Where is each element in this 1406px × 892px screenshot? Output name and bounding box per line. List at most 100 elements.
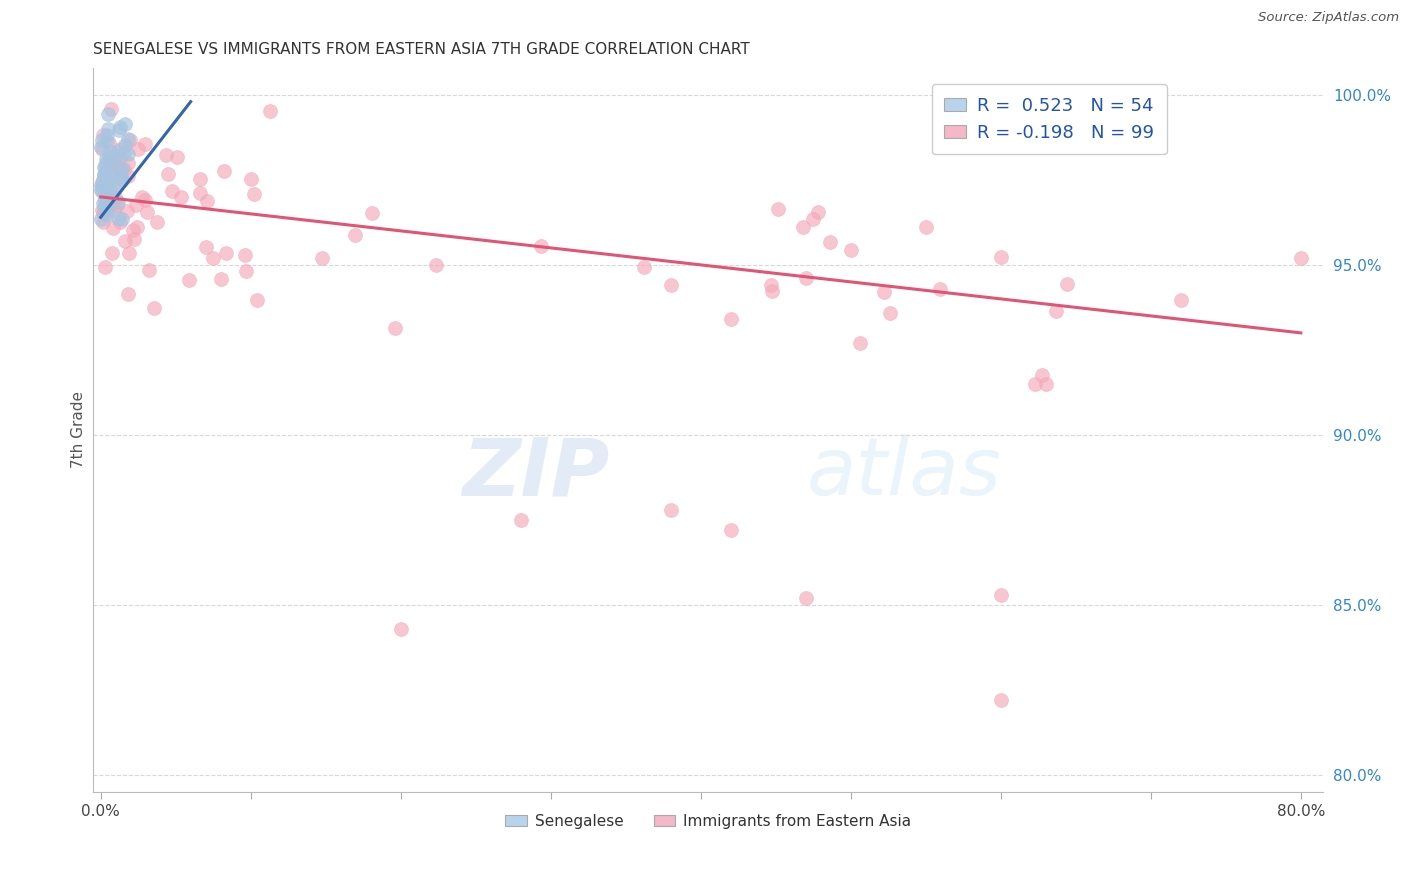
Point xyxy=(839,243,862,257)
Point xyxy=(90,178,112,192)
Point xyxy=(111,173,134,187)
Point xyxy=(96,128,118,143)
Point xyxy=(240,172,263,186)
Point xyxy=(389,622,412,636)
Point xyxy=(1035,376,1057,391)
Point xyxy=(117,169,139,183)
Point xyxy=(990,588,1012,602)
Point xyxy=(112,146,135,161)
Point xyxy=(96,134,118,148)
Point xyxy=(849,335,872,350)
Point xyxy=(188,172,211,186)
Point xyxy=(103,181,125,195)
Point xyxy=(97,200,120,214)
Point xyxy=(801,212,824,227)
Point xyxy=(100,103,122,117)
Point xyxy=(103,202,125,217)
Point xyxy=(107,144,129,158)
Point xyxy=(361,206,384,220)
Point xyxy=(246,293,269,308)
Point xyxy=(103,181,125,195)
Point xyxy=(134,136,156,151)
Point xyxy=(384,320,406,334)
Point xyxy=(93,128,115,142)
Point xyxy=(124,198,146,212)
Point xyxy=(93,172,115,186)
Point xyxy=(98,136,121,150)
Point xyxy=(117,132,139,146)
Point xyxy=(98,173,121,187)
Point xyxy=(344,228,367,243)
Point xyxy=(209,272,232,286)
Point xyxy=(112,162,135,177)
Point xyxy=(759,277,782,292)
Point xyxy=(135,205,157,219)
Point xyxy=(96,193,118,207)
Point xyxy=(122,232,145,246)
Point xyxy=(179,273,201,287)
Point xyxy=(134,193,156,207)
Point xyxy=(98,169,121,184)
Point xyxy=(114,117,136,131)
Point xyxy=(93,161,115,175)
Point xyxy=(91,214,114,228)
Point xyxy=(103,154,125,169)
Point xyxy=(311,251,333,265)
Point xyxy=(94,194,117,209)
Point xyxy=(111,161,134,175)
Text: Source: ZipAtlas.com: Source: ZipAtlas.com xyxy=(1258,11,1399,24)
Point xyxy=(91,173,114,187)
Point xyxy=(990,251,1012,265)
Point xyxy=(166,150,188,164)
Point xyxy=(509,513,531,527)
Point xyxy=(530,239,553,253)
Point xyxy=(93,167,115,181)
Point xyxy=(94,156,117,170)
Point xyxy=(91,203,114,218)
Text: atlas: atlas xyxy=(807,434,1001,512)
Point xyxy=(98,144,121,158)
Point xyxy=(131,189,153,203)
Point xyxy=(97,122,120,136)
Point xyxy=(100,198,122,212)
Point xyxy=(928,282,950,296)
Point xyxy=(162,184,184,198)
Point xyxy=(990,693,1012,707)
Point xyxy=(117,287,139,301)
Point xyxy=(720,312,742,326)
Point xyxy=(110,120,132,135)
Point xyxy=(170,190,193,204)
Point xyxy=(91,142,114,156)
Point xyxy=(1289,252,1312,266)
Point xyxy=(96,178,118,192)
Point xyxy=(108,215,131,229)
Point xyxy=(90,183,112,197)
Point xyxy=(105,159,128,173)
Point xyxy=(94,161,117,175)
Point xyxy=(94,152,117,166)
Point xyxy=(1170,293,1192,307)
Point xyxy=(807,205,830,219)
Point xyxy=(101,169,124,183)
Point xyxy=(104,149,127,163)
Point xyxy=(108,123,131,137)
Point xyxy=(214,163,236,178)
Point xyxy=(215,245,238,260)
Text: SENEGALESE VS IMMIGRANTS FROM EASTERN ASIA 7TH GRADE CORRELATION CHART: SENEGALESE VS IMMIGRANTS FROM EASTERN AS… xyxy=(93,42,749,57)
Point xyxy=(108,143,131,157)
Point xyxy=(873,285,896,300)
Point xyxy=(91,175,114,189)
Point xyxy=(100,157,122,171)
Point xyxy=(122,223,145,237)
Point xyxy=(91,206,114,220)
Point xyxy=(761,284,783,298)
Point xyxy=(91,184,114,198)
Point xyxy=(794,591,817,606)
Point xyxy=(94,194,117,208)
Point xyxy=(127,142,149,156)
Point xyxy=(105,198,128,212)
Point xyxy=(96,107,118,121)
Point xyxy=(118,133,141,147)
Point xyxy=(1056,277,1078,291)
Point xyxy=(100,153,122,168)
